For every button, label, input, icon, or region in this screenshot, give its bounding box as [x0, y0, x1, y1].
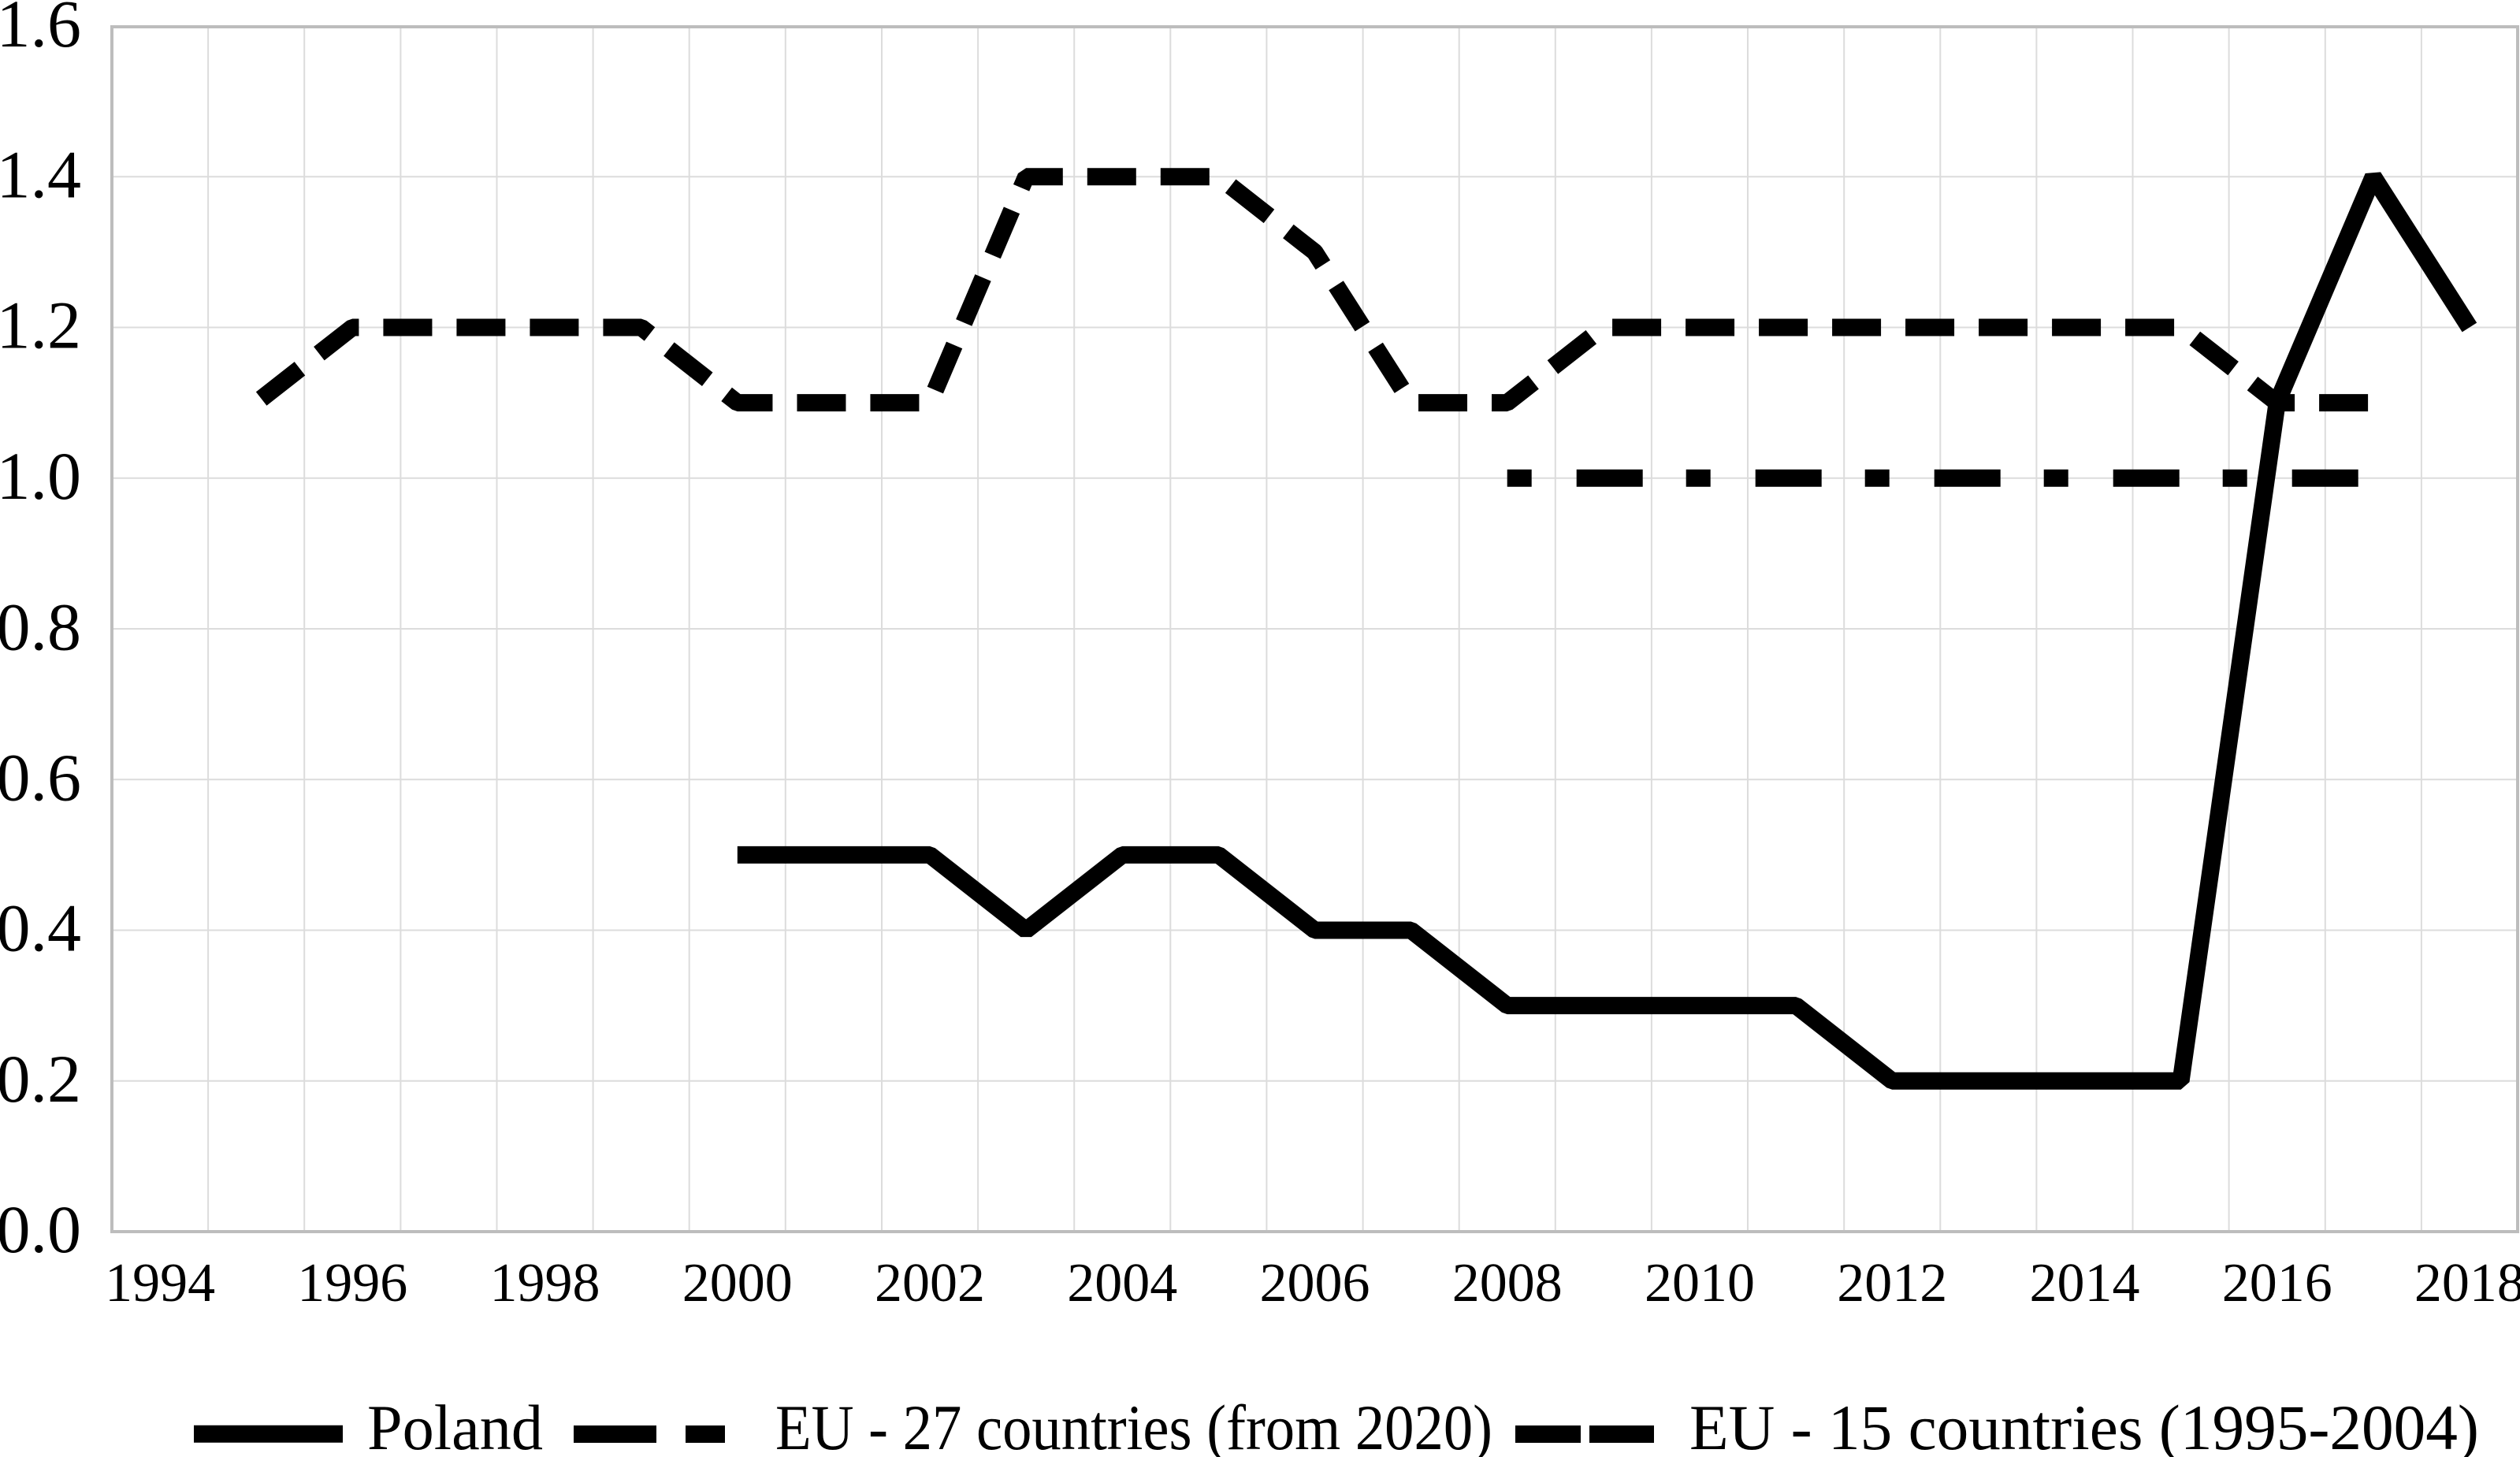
- svg-text:2000: 2000: [682, 1253, 793, 1314]
- svg-text:EU - 15 countries (1995-2004): EU - 15 countries (1995-2004): [1689, 1392, 2479, 1457]
- svg-text:2008: 2008: [1452, 1253, 1563, 1314]
- svg-text:1996: 1996: [297, 1253, 407, 1314]
- svg-text:2012: 2012: [1837, 1253, 1947, 1314]
- svg-text:2018: 2018: [2414, 1253, 2520, 1314]
- svg-text:0.0: 0.0: [0, 1191, 81, 1267]
- svg-text:1.2: 1.2: [0, 288, 81, 363]
- svg-text:1.4: 1.4: [0, 136, 81, 212]
- svg-text:0.4: 0.4: [0, 890, 81, 966]
- svg-text:1994: 1994: [105, 1253, 215, 1314]
- svg-text:0.6: 0.6: [0, 739, 81, 815]
- svg-text:2010: 2010: [1645, 1253, 1755, 1314]
- svg-text:1.0: 1.0: [0, 438, 81, 514]
- svg-text:2004: 2004: [1067, 1253, 1177, 1314]
- svg-text:1.6: 1.6: [0, 0, 81, 61]
- svg-text:2016: 2016: [2222, 1253, 2332, 1314]
- svg-text:2002: 2002: [875, 1253, 985, 1314]
- svg-text:2014: 2014: [2030, 1253, 2140, 1314]
- svg-text:0.8: 0.8: [0, 589, 81, 665]
- svg-text:2006: 2006: [1260, 1253, 1370, 1314]
- svg-text:0.2: 0.2: [0, 1041, 81, 1117]
- svg-text:EU - 27 countries (from 2020): EU - 27 countries (from 2020): [775, 1392, 1492, 1457]
- svg-text:1998: 1998: [490, 1253, 600, 1314]
- svg-text:Poland: Poland: [367, 1392, 543, 1457]
